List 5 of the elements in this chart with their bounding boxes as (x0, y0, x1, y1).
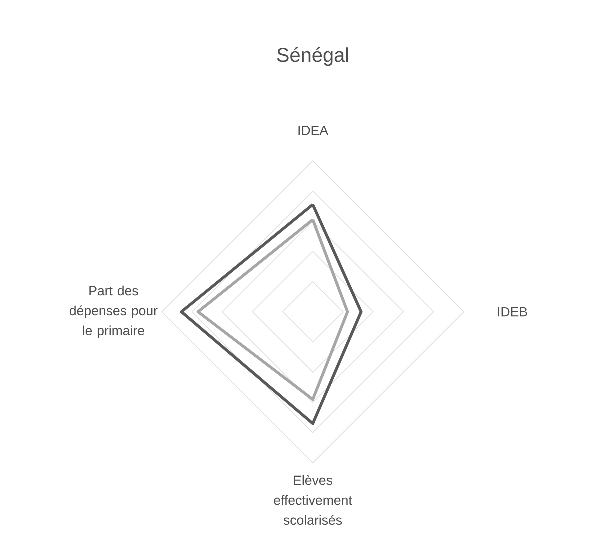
spoke-label: IDEB (498, 307, 528, 317)
chart-title: Sénégal (277, 47, 348, 66)
spoke-label: IDEA (298, 126, 328, 136)
spoke-label: Elèves effectivement scolarisés (274, 475, 352, 526)
spoke-label: Part des dépenses pour le primaire (70, 286, 158, 338)
